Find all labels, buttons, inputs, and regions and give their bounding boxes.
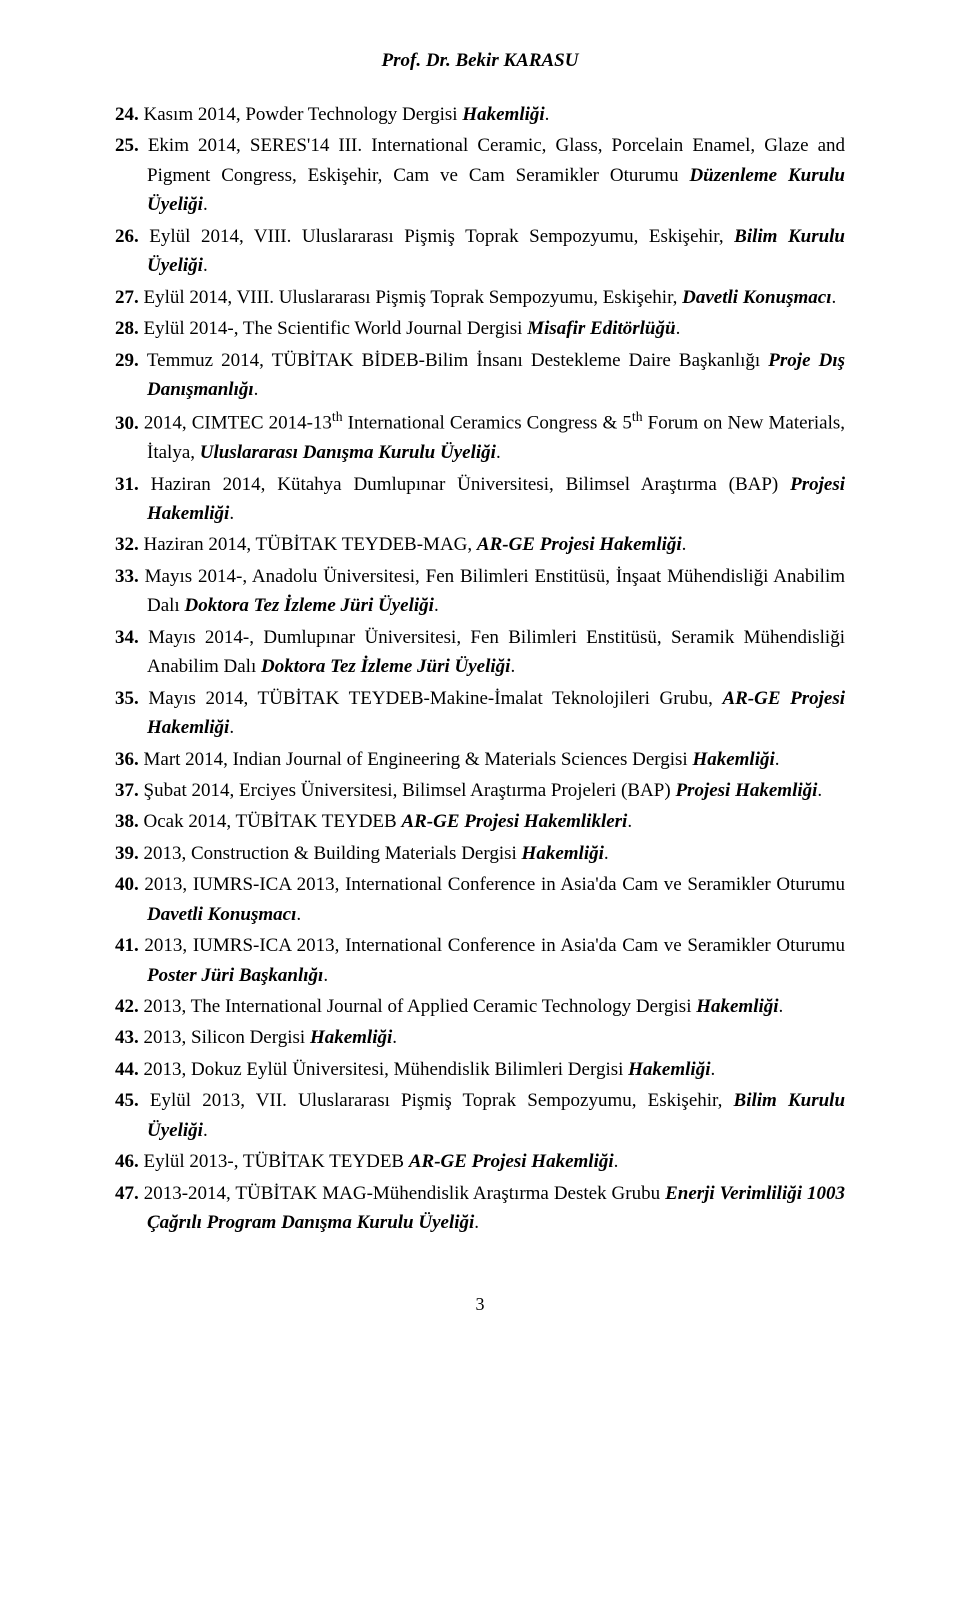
item-text-plain: Eylül 2013-, TÜBİTAK TEYDEB [144,1151,409,1172]
list-item: Ekim 2014, SERES'14 III. International C… [115,131,845,219]
item-text-tail: . [296,904,301,925]
page-number: 3 [115,1294,845,1315]
item-text-emph: Poster Jüri Başkanlığı [147,965,323,986]
item-text-tail: . [614,1151,619,1172]
item-text-sup: th [332,409,343,424]
list-item: Haziran 2014, TÜBİTAK TEYDEB-MAG, AR-GE … [115,530,845,559]
list-item: Mayıs 2014-, Dumlupınar Üniversitesi, Fe… [115,623,845,682]
list-item: Eylül 2013, VII. Uluslararası Pişmiş Top… [115,1086,845,1145]
item-text-tail: . [682,534,687,555]
item-text-tail: . [545,104,550,125]
item-text-plain: Temmuz 2014, TÜBİTAK BİDEB-Bilim İnsanı … [147,350,768,371]
list-item: 2013, IUMRS-ICA 2013, International Conf… [115,870,845,929]
list-item: 2013, IUMRS-ICA 2013, International Conf… [115,931,845,990]
item-text-plain: Eylül 2014-, The Scientific World Journa… [144,318,528,339]
list-item: Eylül 2014, VIII. Uluslararası Pişmiş To… [115,222,845,281]
list-item: Eylül 2013-, TÜBİTAK TEYDEB AR-GE Projes… [115,1147,845,1176]
item-text-plain: Eylül 2013, VII. Uluslararası Pişmiş Top… [150,1090,734,1111]
list-item: Kasım 2014, Powder Technology Dergisi Ha… [115,100,845,129]
document-page: Prof. Dr. Bekir KARASU Kasım 2014, Powde… [0,0,960,1375]
list-item: Eylül 2014-, The Scientific World Journa… [115,314,845,343]
list-item: Ocak 2014, TÜBİTAK TEYDEB AR-GE Projesi … [115,807,845,836]
item-text-tail: . [254,379,259,400]
list-item: Temmuz 2014, TÜBİTAK BİDEB-Bilim İnsanı … [115,346,845,405]
item-text-emph: Uluslararası Danışma Kurulu Üyeliği [200,442,496,463]
item-text-plain: 2013, The International Journal of Appli… [144,996,697,1017]
item-text-plain: Mart 2014, Indian Journal of Engineering… [144,749,693,770]
item-text-tail: . [832,287,837,308]
item-text-emph: Davetli Konuşmacı [147,904,296,925]
item-text-plain: 2013, IUMRS-ICA 2013, International Conf… [144,874,845,895]
item-text-emph: Hakemliği [522,843,604,864]
item-text-plain: 2013-2014, TÜBİTAK MAG-Mühendislik Araşt… [144,1183,665,1204]
item-text-tail: . [779,996,784,1017]
item-text-emph: Doktora Tez İzleme Jüri Üyeliği [184,595,433,616]
item-text-plain: Mayıs 2014, TÜBİTAK TEYDEB-Makine-İmalat… [148,688,722,709]
item-text-plain: 2013, Construction & Building Materials … [144,843,522,864]
item-text-tail: . [496,442,501,463]
item-text-emph: AR-GE Projesi Hakemliği [409,1151,614,1172]
list-item: 2013, Construction & Building Materials … [115,839,845,868]
item-text-tail: . [676,318,681,339]
item-text-tail: . [203,194,208,215]
item-text-tail: . [229,503,234,524]
item-text-tail: . [203,1120,208,1141]
list-item: 2013-2014, TÜBİTAK MAG-Mühendislik Araşt… [115,1179,845,1238]
item-text-emph: Davetli Konuşmacı [682,287,831,308]
item-text-plain: 2014, CIMTEC 2014-13 [144,413,332,434]
item-text-plain: Haziran 2014, TÜBİTAK TEYDEB-MAG, [144,534,477,555]
list-item: 2013, The International Journal of Appli… [115,992,845,1021]
item-text-emph: Projesi Hakemliği [675,780,817,801]
list-item: Haziran 2014, Kütahya Dumlupınar Ünivers… [115,470,845,529]
item-text-tail: . [203,255,208,276]
item-text-plain: Haziran 2014, Kütahya Dumlupınar Ünivers… [151,474,791,495]
item-text-tail: . [775,749,780,770]
list-item: 2014, CIMTEC 2014-13th International Cer… [115,406,845,467]
list-item: Mayıs 2014, TÜBİTAK TEYDEB-Makine-İmalat… [115,684,845,743]
item-text-tail: . [710,1059,715,1080]
list-item: Şubat 2014, Erciyes Üniversitesi, Bilims… [115,776,845,805]
list-item: Eylül 2014, VIII. Uluslararası Pişmiş To… [115,283,845,312]
item-text-sup: th [632,409,643,424]
item-text-emph: Misafir Editörlüğü [527,318,675,339]
item-text-emph: Hakemliği [462,104,544,125]
page-title: Prof. Dr. Bekir KARASU [115,50,845,72]
item-text-emph: Hakemliği [310,1027,392,1048]
item-text-plain: Eylül 2014, VIII. Uluslararası Pişmiş To… [144,287,683,308]
item-text-plain: Eylül 2014, VIII. Uluslararası Pişmiş To… [149,226,734,247]
item-text-tail: . [604,843,609,864]
list-item: Mart 2014, Indian Journal of Engineering… [115,745,845,774]
item-text-emph: AR-GE Projesi Hakemlikleri [401,811,627,832]
item-text-plain: Şubat 2014, Erciyes Üniversitesi, Bilims… [144,780,676,801]
item-text-plain: 2013, Dokuz Eylül Üniversitesi, Mühendis… [144,1059,629,1080]
item-text-emph: AR-GE Projesi Hakemliği [477,534,682,555]
item-text-plain: 2013, IUMRS-ICA 2013, International Conf… [144,935,845,956]
item-text-tail: . [392,1027,397,1048]
item-text-emph: Hakemliği [696,996,778,1017]
list-item: 2013, Dokuz Eylül Üniversitesi, Mühendis… [115,1055,845,1084]
item-text-emph: Doktora Tez İzleme Jüri Üyeliği [261,656,510,677]
item-text-tail: . [817,780,822,801]
numbered-list: Kasım 2014, Powder Technology Dergisi Ha… [115,100,845,1238]
item-text-tail: . [474,1212,479,1233]
list-item: Mayıs 2014-, Anadolu Üniversitesi, Fen B… [115,562,845,621]
item-text-plain: International Ceramics Congress & 5 [343,413,632,434]
item-text-plain: Ocak 2014, TÜBİTAK TEYDEB [144,811,402,832]
item-text-emph: Hakemliği [628,1059,710,1080]
item-text-tail: . [434,595,439,616]
list-item: 2013, Silicon Dergisi Hakemliği. [115,1023,845,1052]
item-text-plain: Kasım 2014, Powder Technology Dergisi [144,104,463,125]
item-text-tail: . [510,656,515,677]
item-text-tail: . [627,811,632,832]
item-text-emph: Hakemliği [692,749,774,770]
item-text-tail: . [229,717,234,738]
item-text-tail: . [323,965,328,986]
item-text-plain: 2013, Silicon Dergisi [144,1027,310,1048]
